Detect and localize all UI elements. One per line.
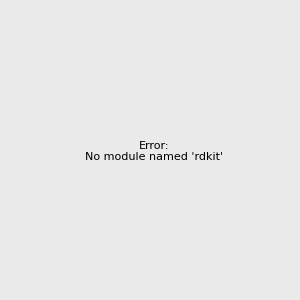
Text: Error:
No module named 'rdkit': Error: No module named 'rdkit' [85, 141, 223, 162]
